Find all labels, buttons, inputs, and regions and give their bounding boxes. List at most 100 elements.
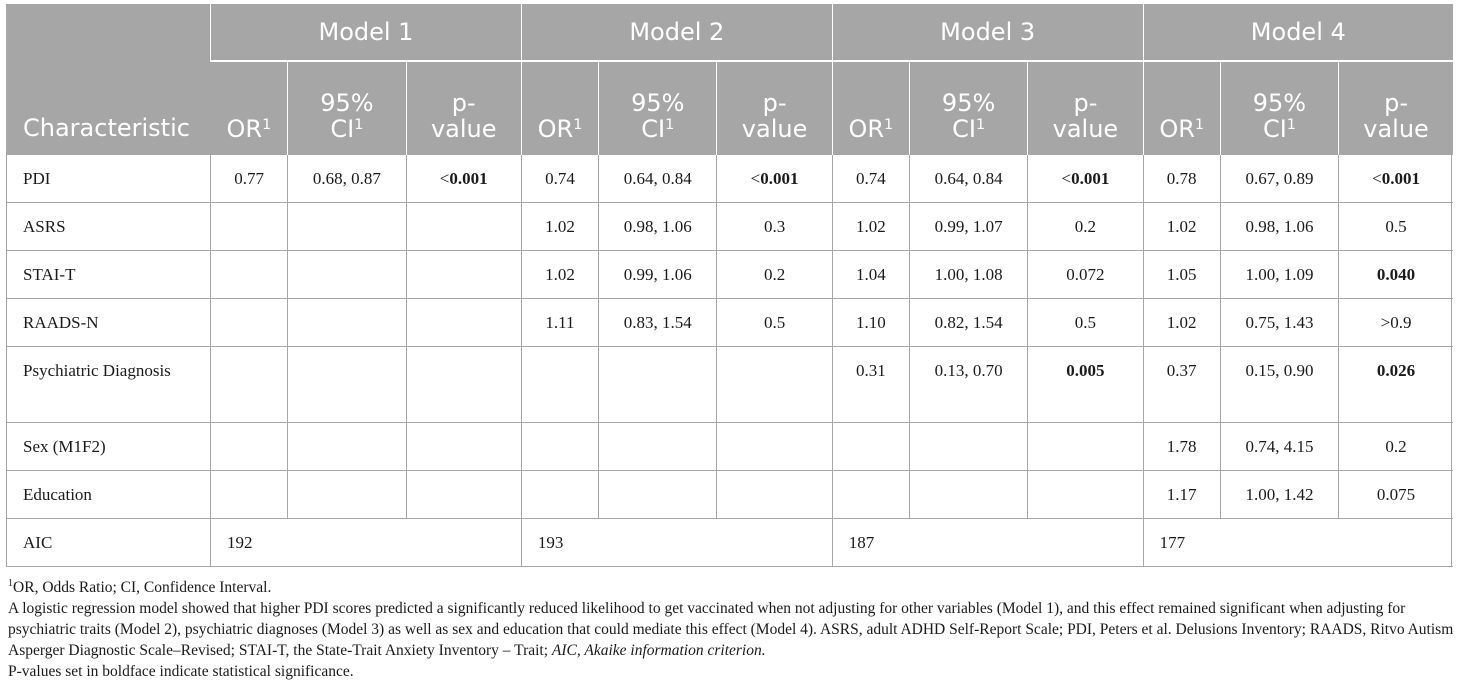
or-cell: 1.05 bbox=[1142, 250, 1221, 299]
p-value-cell bbox=[405, 422, 522, 471]
ci-cell: 0.75, 1.43 bbox=[1219, 298, 1339, 347]
aic-value: 193 bbox=[520, 518, 833, 567]
p-value-cell: 0.072 bbox=[1027, 250, 1144, 299]
or-cell: 1.04 bbox=[831, 250, 910, 299]
ci-cell: 0.74, 4.15 bbox=[1219, 422, 1339, 471]
footnote-text: OR, Odds Ratio; CI, Confidence Interval. bbox=[13, 579, 272, 596]
p-value-header: p-value bbox=[1027, 61, 1144, 155]
or-cell: 0.74 bbox=[831, 154, 910, 203]
table-row: RAADS-N 1.11 0.83, 1.54 0.5 1.10 0.82, 1.54 0.… bbox=[7, 298, 1453, 347]
p-value-cell: 0.040 bbox=[1338, 250, 1453, 299]
footnote-abbreviations: 1OR, Odds Ratio; CI, Confidence Interval… bbox=[8, 577, 1454, 598]
characteristic-header: Characteristic bbox=[7, 4, 211, 155]
or-cell: 0.37 bbox=[1142, 346, 1221, 423]
aic-value: 192 bbox=[210, 518, 522, 567]
p-value-header: p-value bbox=[1338, 61, 1453, 155]
table-row: ASRS 1.02 0.98, 1.06 0.3 1.02 0.99, 1.07 0.2 1.… bbox=[7, 202, 1453, 251]
or-cell: 1.10 bbox=[831, 298, 910, 347]
notes-aic-definition: AIC, Akaike information criterion. bbox=[551, 642, 766, 659]
ci-cell: 0.98, 1.06 bbox=[598, 202, 717, 251]
p-value-cell: 0.026 bbox=[1338, 346, 1453, 423]
ci-cell: 1.00, 1.09 bbox=[1219, 250, 1339, 299]
p-value-cell: <0.001 bbox=[405, 154, 522, 203]
or-cell bbox=[520, 346, 599, 423]
p-value-cell bbox=[1027, 470, 1144, 519]
ci-cell: 0.67, 0.89 bbox=[1219, 154, 1339, 203]
or-cell: 0.78 bbox=[1142, 154, 1221, 203]
or-cell: 1.11 bbox=[520, 298, 599, 347]
p-value-cell bbox=[405, 250, 522, 299]
p-value-cell: <0.001 bbox=[1027, 154, 1144, 203]
ci-cell bbox=[598, 346, 717, 423]
model-3-header: Model 3 bbox=[831, 4, 1144, 62]
or-cell bbox=[520, 470, 599, 519]
p-value-cell: 0.5 bbox=[1027, 298, 1144, 347]
or-cell: 1.02 bbox=[1142, 202, 1221, 251]
ci-cell bbox=[287, 298, 407, 347]
ci-cell: 0.15, 0.90 bbox=[1219, 346, 1339, 423]
or-cell: 1.02 bbox=[520, 202, 599, 251]
or-cell: 1.02 bbox=[831, 202, 910, 251]
ci-header: 95% CI1 bbox=[598, 61, 717, 155]
aic-row: AIC 192 193 187 177 bbox=[7, 518, 1453, 567]
subheader-row: OR1 95% CI1 p-value OR1 95% CI1 p-value OR1 95% CI… bbox=[7, 61, 1453, 155]
or-cell bbox=[831, 422, 910, 471]
or-cell bbox=[210, 202, 288, 251]
p-value-cell: 0.3 bbox=[716, 202, 833, 251]
ci-cell bbox=[287, 422, 407, 471]
row-label: ASRS bbox=[7, 202, 211, 251]
or-cell bbox=[210, 470, 288, 519]
p-value-cell: 0.5 bbox=[716, 298, 833, 347]
ci-cell: 0.82, 1.54 bbox=[908, 298, 1028, 347]
or-cell bbox=[210, 298, 288, 347]
row-label: RAADS-N bbox=[7, 298, 211, 347]
table-row: Education 1.17 1.00, 1.42 0.075 bbox=[7, 470, 1453, 519]
p-value-cell: <0.001 bbox=[1338, 154, 1453, 203]
or-cell bbox=[520, 422, 599, 471]
notes-paragraph: A logistic regression model showed that … bbox=[8, 598, 1454, 661]
aic-label: AIC bbox=[7, 518, 211, 567]
ci-cell: 0.64, 0.84 bbox=[908, 154, 1028, 203]
model-4-header: Model 4 bbox=[1142, 4, 1453, 62]
notes-significance: P-values set in boldface indicate statis… bbox=[8, 663, 354, 680]
table-row: PDI 0.77 0.68, 0.87 <0.001 0.74 0.64, 0.84 <0.… bbox=[7, 154, 1453, 203]
ci-cell: 0.13, 0.70 bbox=[908, 346, 1028, 423]
or-cell bbox=[210, 422, 288, 471]
aic-value: 177 bbox=[1142, 518, 1453, 567]
row-label: STAI-T bbox=[7, 250, 211, 299]
p-value-cell: 0.005 bbox=[1027, 346, 1144, 423]
or-cell: 1.02 bbox=[520, 250, 599, 299]
ci-header: 95% CI1 bbox=[287, 61, 407, 155]
or-cell: 0.74 bbox=[520, 154, 599, 203]
ci-header: 95% CI1 bbox=[1219, 61, 1339, 155]
ci-cell bbox=[598, 470, 717, 519]
row-label: Education bbox=[7, 470, 211, 519]
p-value-cell bbox=[1027, 422, 1144, 471]
ci-cell bbox=[287, 250, 407, 299]
or-cell: 1.78 bbox=[1142, 422, 1221, 471]
ci-cell: 0.64, 0.84 bbox=[598, 154, 717, 203]
logistic-regression-table: Characteristic Model 1 Model 2 Model 3 M… bbox=[7, 4, 1453, 567]
table-frame: Characteristic Model 1 Model 2 Model 3 M… bbox=[6, 4, 1453, 567]
p-value-cell bbox=[405, 202, 522, 251]
notes-main-text: A logistic regression model showed that … bbox=[8, 600, 1454, 659]
p-value-cell bbox=[405, 470, 522, 519]
ci-cell bbox=[908, 422, 1028, 471]
p-value-cell: 0.075 bbox=[1338, 470, 1453, 519]
p-value-cell: 0.2 bbox=[1338, 422, 1453, 471]
p-value-cell: 0.2 bbox=[1027, 202, 1144, 251]
or-cell: 0.31 bbox=[831, 346, 910, 423]
or-cell: 1.02 bbox=[1142, 298, 1221, 347]
results-table-container: Characteristic Model 1 Model 2 Model 3 M… bbox=[6, 4, 1454, 682]
or-header: OR1 bbox=[1142, 61, 1221, 155]
or-header: OR1 bbox=[831, 61, 910, 155]
footnote-marker: 1 bbox=[8, 578, 14, 590]
p-value-cell bbox=[716, 470, 833, 519]
p-value-cell bbox=[405, 298, 522, 347]
ci-cell: 0.68, 0.87 bbox=[287, 154, 407, 203]
or-cell bbox=[210, 346, 288, 423]
or-cell: 0.77 bbox=[210, 154, 288, 203]
ci-cell: 1.00, 1.08 bbox=[908, 250, 1028, 299]
ci-cell: 0.99, 1.07 bbox=[908, 202, 1028, 251]
model-1-header: Model 1 bbox=[210, 4, 522, 62]
